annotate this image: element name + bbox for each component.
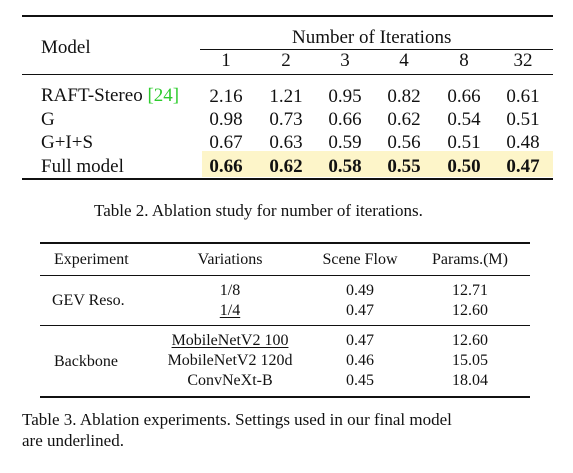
table2-top-rule xyxy=(22,15,553,17)
table2-iterations-subrule xyxy=(200,49,553,50)
table2-cell: 0.73 xyxy=(269,109,303,130)
table2-bottom-rule xyxy=(22,178,553,180)
table2-cell: 0.66 xyxy=(209,156,243,177)
table2-cell: 0.59 xyxy=(328,132,362,153)
table2-cell: 0.48 xyxy=(506,132,540,153)
table3-header: Params.(M) xyxy=(432,251,508,268)
table3-bottom-rule xyxy=(40,396,530,398)
table2-cell: 0.58 xyxy=(328,156,362,177)
table2-cell: 0.63 xyxy=(269,132,303,153)
table3-variation: 1/8 xyxy=(170,283,290,299)
table2-cell: 0.61 xyxy=(506,86,540,107)
table3-variation-text: 1/4 xyxy=(219,302,241,319)
table3-experiment-label: GEV Reso. xyxy=(52,292,125,309)
table3-header-rule xyxy=(40,275,530,276)
table2-cell: 1.21 xyxy=(269,86,303,107)
table3-params: 12.71 xyxy=(452,282,488,299)
table3-scene-flow: 0.47 xyxy=(346,302,374,319)
table2-cell: 0.66 xyxy=(328,109,362,130)
table2-cell: 0.51 xyxy=(447,132,481,153)
table2-cell: 0.98 xyxy=(209,109,243,130)
table2-cell: 0.55 xyxy=(387,156,421,177)
table3-variation-text: 1/8 xyxy=(219,282,241,299)
table2-model-name: G xyxy=(41,109,55,130)
table3-variation: MobileNetV2 100 xyxy=(150,333,310,349)
table3-scene-flow: 0.45 xyxy=(346,372,374,389)
table2-row-label: RAFT-Stereo [24] xyxy=(41,86,179,105)
table2-iter-col: 32 xyxy=(513,50,533,71)
table3-params: 12.60 xyxy=(452,332,488,349)
table2-cell: 0.47 xyxy=(506,156,540,177)
table3-header: Variations xyxy=(197,251,263,268)
table2-cell: 0.62 xyxy=(387,109,421,130)
table3-variation: MobileNetV2 120d xyxy=(150,353,310,369)
table3-variation: ConvNeXt-B xyxy=(150,373,310,389)
table3-variation-text: ConvNeXt-B xyxy=(187,372,273,389)
table2-iter-col: 8 xyxy=(459,50,469,71)
table2-iter-col: 1 xyxy=(221,50,231,71)
table3-scene-flow: 0.46 xyxy=(346,352,374,369)
table2-iter-col: 2 xyxy=(281,50,291,71)
table2-model-name: Full model xyxy=(41,156,124,177)
citation-link[interactable]: [24] xyxy=(147,85,180,106)
table2-cell: 0.67 xyxy=(209,132,243,153)
table3-scene-flow: 0.49 xyxy=(346,282,374,299)
table2-cell: 0.51 xyxy=(506,109,540,130)
table3-variation: 1/4 xyxy=(170,303,290,319)
table3-variation-text: MobileNetV2 100 xyxy=(171,332,289,349)
table3-group-rule xyxy=(40,325,530,326)
table2-cell: 0.82 xyxy=(387,86,421,107)
table2-cell: 2.16 xyxy=(209,86,243,107)
table2-cell: 0.54 xyxy=(447,109,481,130)
table2-iterations-header: Number of Iterations xyxy=(292,27,452,48)
table3-header: Experiment xyxy=(54,251,129,268)
table2-header-rule xyxy=(22,74,553,75)
table2-model-name: G+I+S xyxy=(41,132,94,153)
table2-model-header: Model xyxy=(41,37,91,58)
table3-header: Scene Flow xyxy=(322,251,398,268)
table2-iter-col: 4 xyxy=(399,50,409,71)
table3-experiment-label: Backbone xyxy=(54,353,118,370)
table3-params: 12.60 xyxy=(452,302,488,319)
table2-cell: 0.50 xyxy=(447,156,481,177)
table3-top-rule xyxy=(40,242,530,244)
table2-cell: 0.62 xyxy=(269,156,303,177)
table2-model-name: RAFT-Stereo xyxy=(41,85,143,106)
table3-params: 18.04 xyxy=(452,372,488,389)
table2-iter-col: 3 xyxy=(340,50,350,71)
table2-cell: 0.95 xyxy=(328,86,362,107)
table2-cell: 0.56 xyxy=(387,132,421,153)
table2-highlight xyxy=(202,151,553,177)
table3-scene-flow: 0.47 xyxy=(346,332,374,349)
table3-caption-line2: are underlined. xyxy=(22,431,124,450)
table3-variation-text: MobileNetV2 120d xyxy=(167,352,293,369)
table2-caption: Table 2. Ablation study for number of it… xyxy=(94,201,423,220)
table3-params: 15.05 xyxy=(452,352,488,369)
table3-caption-line1: Table 3. Ablation experiments. Settings … xyxy=(22,410,452,429)
table2-cell: 0.66 xyxy=(447,86,481,107)
